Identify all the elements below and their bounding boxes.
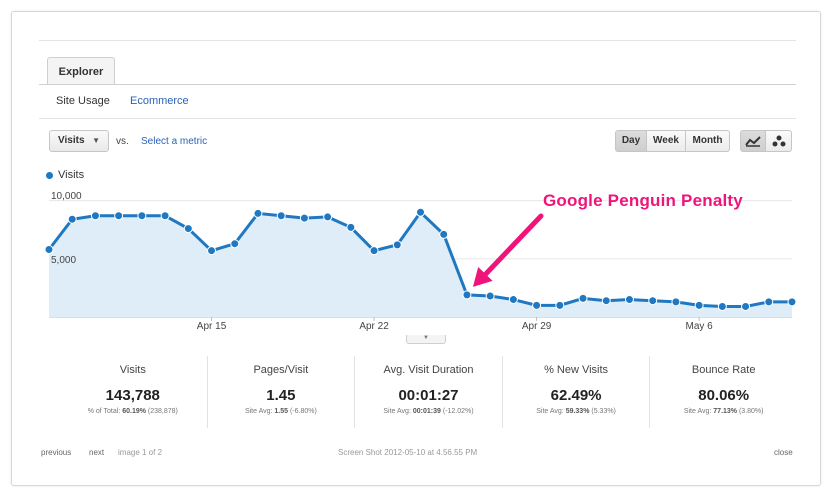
stat-label: Bounce Rate	[691, 364, 756, 376]
divider	[39, 40, 796, 41]
x-tick-label: Apr 22	[359, 321, 389, 332]
image-caption: Screen Shot 2012-05-10 at 4.56.55 PM	[338, 448, 478, 457]
stat-value: 80.06%	[698, 387, 750, 404]
chart-resize-handle[interactable]: ▼	[406, 335, 446, 344]
subtab-site-usage[interactable]: Site Usage	[56, 95, 110, 107]
motion-chart-button[interactable]	[766, 130, 792, 152]
week-button[interactable]: Week	[647, 130, 686, 152]
line-chart-button[interactable]	[740, 130, 766, 152]
close-link[interactable]: close	[774, 448, 793, 457]
line-chart-icon	[745, 136, 761, 147]
x-tick-label: Apr 29	[521, 321, 552, 332]
metric-dropdown[interactable]: Visits ▼	[49, 130, 109, 152]
period-button-group: Day Week Month	[615, 130, 730, 152]
stat-comparison: Site Avg: 1.55 (-6.80%)	[244, 408, 317, 415]
y-tick-label: 10,000	[51, 191, 82, 202]
stat-label: Avg. Visit Duration	[383, 364, 474, 376]
month-button[interactable]: Month	[686, 130, 730, 152]
stat-value: 1.45	[266, 387, 296, 404]
select-metric-link[interactable]: Select a metric	[141, 136, 208, 147]
x-tick-label: May 6	[685, 321, 713, 332]
stat-label: Visits	[119, 364, 146, 376]
legend-swatch	[46, 171, 53, 179]
stat-value: 00:01:27	[398, 387, 459, 404]
stat-pages-per-visit[interactable]: Pages/Visit 1.45 Site Avg: 1.55 (-6.80%)	[206, 356, 355, 428]
stat-value: 62.49%	[550, 387, 602, 404]
image-counter: image 1 of 2	[118, 448, 163, 457]
stat-comparison: Site Avg: 77.13% (3.80%)	[683, 408, 764, 415]
motion-chart-icon	[772, 135, 785, 147]
stat-comparison: Site Avg: 00:01:39 (-12.02%)	[383, 408, 474, 415]
chart-legend: Visits	[46, 169, 84, 181]
metric-dropdown-label: Visits	[58, 135, 85, 146]
day-button[interactable]: Day	[615, 130, 647, 152]
next-link[interactable]: next	[89, 448, 105, 457]
stat-bounce-rate[interactable]: Bounce Rate 80.06% Site Avg: 77.13% (3.8…	[649, 356, 797, 428]
stat-visits[interactable]: Visits 143,788 % of Total: 60.19% (238,8…	[59, 356, 207, 428]
tab-explorer[interactable]: Explorer	[47, 57, 115, 85]
legend-label: Visits	[58, 169, 85, 181]
stat-comparison: Site Avg: 59.33% (5.33%)	[536, 408, 616, 415]
annotation-label: Google Penguin Penalty	[543, 191, 743, 210]
stat-comparison: % of Total: 60.19% (238,878)	[87, 408, 178, 415]
previous-link[interactable]: previous	[41, 448, 72, 457]
divider	[39, 118, 796, 119]
stat-label: Pages/Visit	[253, 364, 309, 376]
stat-value: 143,788	[105, 387, 160, 404]
subtab-ecommerce[interactable]: Ecommerce	[130, 95, 189, 107]
divider	[39, 84, 796, 85]
vs-label: vs.	[116, 136, 129, 147]
stat-avg-visit-duration[interactable]: Avg. Visit Duration 00:01:27 Site Avg: 0…	[354, 356, 502, 428]
chart-type-group	[740, 130, 792, 152]
x-tick-label: Apr 15	[196, 321, 227, 332]
stat-new-visits[interactable]: % New Visits 62.49% Site Avg: 59.33% (5.…	[501, 356, 650, 428]
y-tick-label: 5,000	[51, 255, 77, 266]
stat-label: % New Visits	[544, 364, 609, 376]
chevron-down-icon: ▼	[92, 136, 100, 145]
summary-stats: Visits 143,788 % of Total: 60.19% (238,8…	[59, 356, 797, 428]
